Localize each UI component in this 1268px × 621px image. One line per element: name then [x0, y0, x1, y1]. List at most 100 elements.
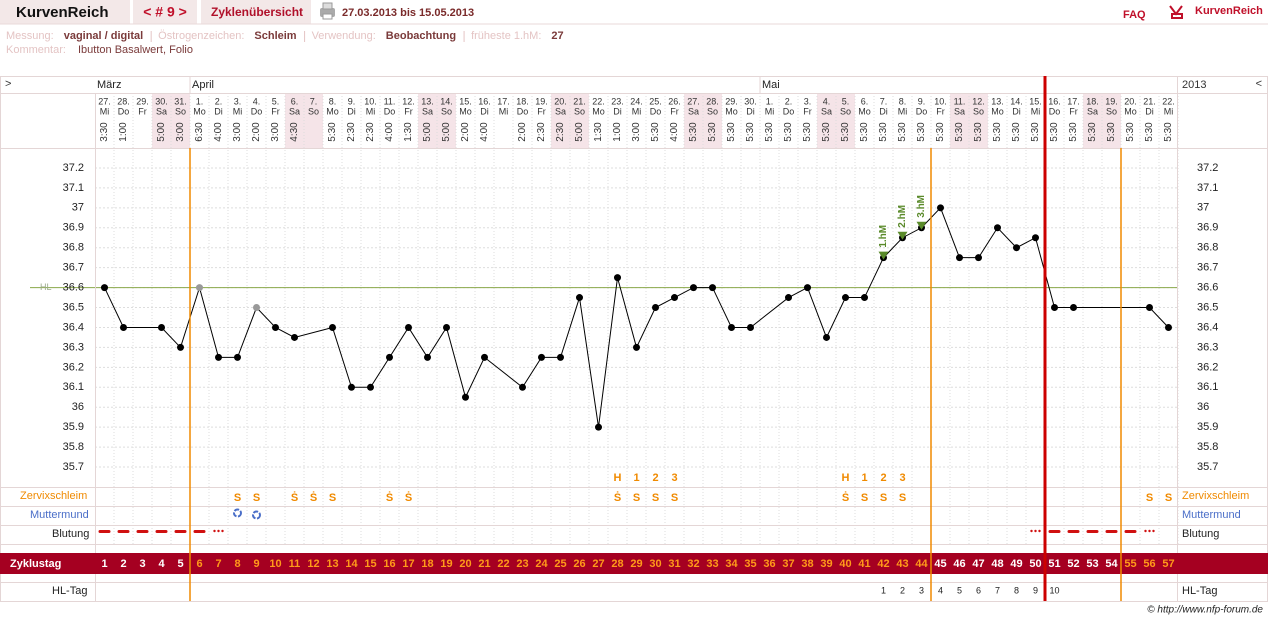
- cycle-day: 29: [630, 558, 642, 570]
- tab-box: [201, 0, 311, 24]
- y-tick-label: 36.2: [63, 361, 84, 373]
- weekday-label: Do: [916, 106, 928, 116]
- day-label: 8.: [899, 96, 907, 106]
- time-label: 6:30: [194, 122, 205, 142]
- cycle-day: 10: [269, 558, 281, 570]
- temperature-point: [823, 333, 830, 341]
- day-label: 10.: [934, 96, 947, 106]
- hm-marker: [916, 221, 927, 230]
- cycle-day: 23: [516, 558, 528, 570]
- nav-box: [133, 0, 197, 24]
- weekday-label: Do: [384, 106, 396, 116]
- cycle-day: 13: [326, 558, 338, 570]
- y-tick-label: 37.1: [1197, 182, 1218, 194]
- meta-value: Beobachtung: [386, 30, 456, 42]
- temperature-point: [728, 323, 735, 331]
- temperature-point: [291, 333, 298, 341]
- time-label: 3:00: [270, 122, 281, 142]
- brand[interactable]: KurvenReich: [1195, 5, 1263, 17]
- y-tick-label: 36.9: [63, 222, 84, 234]
- weekend-bg: [950, 93, 969, 148]
- time-label: 5:30: [764, 122, 775, 142]
- weekday-label: Mi: [366, 106, 376, 116]
- weekday-label: Sa: [1087, 106, 1098, 116]
- cervix-sign: S: [1146, 492, 1153, 504]
- weekend-bg: [437, 93, 456, 148]
- nav-prev[interactable]: >: [5, 78, 11, 90]
- day-label: 21.: [573, 96, 586, 106]
- hl-day: 8: [1014, 585, 1019, 595]
- y-tick-label: 35.9: [1197, 421, 1218, 433]
- marks: März27.Mi3:3028.Do1:0029.Fr30.Sa5:0031.S…: [40, 79, 1218, 595]
- time-label: 5:30: [327, 122, 338, 142]
- weekend-bg: [969, 93, 988, 148]
- cervix-peak: 3: [899, 472, 905, 484]
- day-label: 9.: [348, 96, 356, 106]
- meta-label: Messung:: [6, 30, 54, 42]
- cycle-day: 3: [139, 558, 145, 570]
- meta-label: früheste 1.hM:: [471, 30, 541, 42]
- day-label: 14.: [1010, 96, 1023, 106]
- weekday-label: Mi: [765, 106, 775, 116]
- temperature-point: [177, 343, 184, 351]
- temperature-point: [1013, 244, 1020, 252]
- temperature-point: [158, 323, 165, 331]
- y-tick-label: 35.7: [63, 461, 84, 473]
- cycle-nav[interactable]: < # 9 >: [143, 4, 187, 20]
- cycle-day: 41: [858, 558, 870, 570]
- time-label: 4:00: [479, 122, 490, 142]
- cervix-sign: S: [899, 492, 906, 504]
- day-label: 24.: [630, 96, 643, 106]
- temperature-line: [104, 206, 1169, 428]
- nav-next[interactable]: <: [1256, 78, 1262, 90]
- time-label: 5:30: [745, 122, 756, 142]
- cycle-day: 35: [744, 558, 756, 570]
- y-tick-label: 36.4: [63, 321, 84, 333]
- weekday-label: Fr: [1069, 106, 1078, 116]
- hl-label: HL: [40, 282, 52, 292]
- cervix-sign: Ṡ: [405, 491, 412, 504]
- day-label: 8.: [329, 96, 337, 106]
- day-label: 15.: [459, 96, 472, 106]
- cycle-day: 40: [839, 558, 851, 570]
- cycle-day: 39: [820, 558, 832, 570]
- weekend-bg: [570, 93, 589, 148]
- tab[interactable]: Zyklenübersicht: [211, 5, 303, 19]
- brand-box: [0, 0, 130, 24]
- comment: Ibutton Basalwert, Folio: [78, 44, 193, 56]
- y-tick-label: 37: [1197, 202, 1209, 214]
- cycle-day: 55: [1124, 558, 1136, 570]
- day-label: 20.: [554, 96, 567, 106]
- y-tick-label: 36.1: [63, 381, 84, 393]
- cycle-day: 1: [101, 558, 107, 570]
- weekday-label: Mi: [233, 106, 243, 116]
- faq-link[interactable]: FAQ: [1123, 9, 1146, 21]
- row-label: Zyklustag: [10, 558, 61, 570]
- temperature-point: [785, 294, 792, 302]
- cycle-day: 11: [289, 558, 301, 570]
- time-label: 5:30: [802, 122, 813, 142]
- cycle-day: 7: [215, 558, 221, 570]
- day-label: 11.: [384, 96, 396, 106]
- app-name[interactable]: KurvenReich: [16, 4, 109, 21]
- y-tick-label: 36: [1197, 401, 1209, 413]
- weekend-bg: [684, 93, 703, 148]
- day-label: 2.: [215, 96, 223, 106]
- temperature-point: [253, 304, 260, 312]
- weekend-bg: [285, 93, 304, 148]
- y-tick-label: 36.6: [1197, 281, 1218, 293]
- weekend-bg: [152, 93, 171, 148]
- temperature-point: [519, 383, 526, 391]
- cycle-day: 30: [649, 558, 661, 570]
- cycle-day: 6: [196, 558, 202, 570]
- cycle-day: 43: [896, 558, 908, 570]
- time-label: 3:30: [99, 122, 110, 142]
- hm-marker: [897, 231, 908, 240]
- day-label: 11.: [954, 96, 966, 106]
- time-label: 5:30: [954, 122, 965, 142]
- temperature-point: [405, 323, 412, 331]
- printer-icon[interactable]: [320, 2, 335, 20]
- cycle-day: 15: [364, 558, 376, 570]
- time-label: 5:30: [916, 122, 927, 142]
- temperature-point: [348, 383, 355, 391]
